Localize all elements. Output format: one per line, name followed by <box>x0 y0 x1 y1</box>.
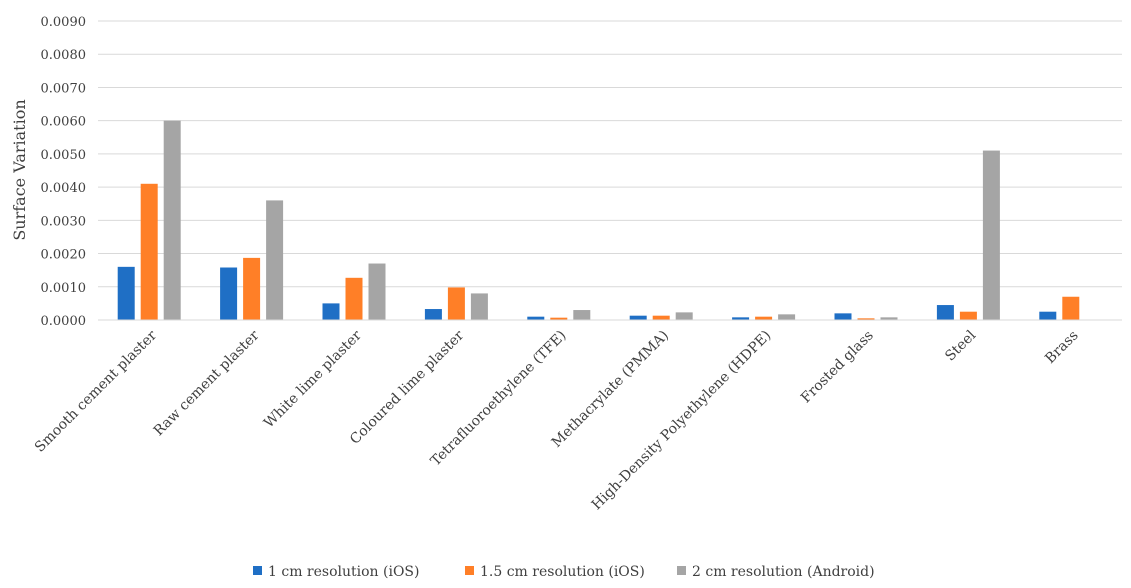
y-tick-label: 0.0050 <box>41 148 87 163</box>
bar-2 <box>140 183 158 320</box>
bar-1 <box>322 303 340 320</box>
bar-2 <box>243 257 261 320</box>
legend-swatch <box>465 566 474 575</box>
category-label: Steel <box>942 327 979 364</box>
bar-3 <box>368 263 386 320</box>
y-tick-label: 0.0080 <box>41 48 87 63</box>
y-axis-ticks: 0.0000 0.0010 0.0020 0.0030 0.0040 0.0050 0.00… <box>41 15 87 329</box>
y-tick-label: 0.0090 <box>41 15 87 30</box>
legend-swatch <box>677 566 686 575</box>
bar-2 <box>652 315 670 320</box>
bar-1 <box>936 305 954 320</box>
bars <box>117 120 1080 321</box>
bar-1 <box>424 309 442 320</box>
y-tick-label: 0.0000 <box>41 314 87 329</box>
category-label: Raw cement plaster <box>151 327 263 439</box>
bar-1 <box>117 266 135 320</box>
bar-3 <box>266 200 284 320</box>
bar-3 <box>163 120 181 321</box>
legend-label: 1.5 cm resolution (iOS) <box>480 564 645 580</box>
bar-3 <box>982 150 1000 320</box>
bar-2 <box>959 311 977 320</box>
bar-2 <box>345 277 363 320</box>
category-label: Methacrylate (PMMA) <box>549 328 672 451</box>
bar-1 <box>732 317 750 320</box>
bar-3 <box>778 314 796 320</box>
category-label: White lime plaster <box>261 327 365 431</box>
legend-label: 2 cm resolution (Android) <box>692 564 875 580</box>
bar-2 <box>755 316 773 320</box>
bar-1 <box>527 316 545 320</box>
bar-1 <box>629 315 647 320</box>
y-tick-label: 0.0040 <box>41 181 87 196</box>
bar-3 <box>880 317 898 320</box>
y-tick-label: 0.0020 <box>41 248 87 263</box>
category-label: Brass <box>1042 328 1081 367</box>
y-tick-label: 0.0060 <box>41 115 87 130</box>
bar-2 <box>550 317 568 320</box>
bar-2 <box>1062 296 1080 320</box>
bar-2 <box>447 287 465 320</box>
y-tick-label: 0.0030 <box>41 214 87 229</box>
bar-3 <box>675 312 693 320</box>
category-label: Frosted glass <box>798 328 877 407</box>
category-label: Smooth cement plaster <box>32 327 160 455</box>
bar-3 <box>470 293 488 320</box>
y-tick-label: 0.0070 <box>41 81 87 96</box>
bar-3 <box>573 310 591 320</box>
bar-1 <box>834 313 852 320</box>
legend-label: 1 cm resolution (iOS) <box>268 564 419 580</box>
category-label: Coloured lime plaster <box>347 327 467 447</box>
bar-1 <box>220 267 238 320</box>
legend-swatch <box>253 566 262 575</box>
category-label: High-Density Polyethylene (HDPE) <box>589 328 775 514</box>
gridlines <box>98 20 1122 288</box>
bar-2 <box>857 318 875 320</box>
bar-1 <box>1039 311 1057 320</box>
legend: 1 cm resolution (iOS) 1.5 cm resolution (… <box>253 564 875 580</box>
y-tick-label: 0.0010 <box>41 281 87 296</box>
y-axis-title: Surface Variation <box>10 99 29 240</box>
